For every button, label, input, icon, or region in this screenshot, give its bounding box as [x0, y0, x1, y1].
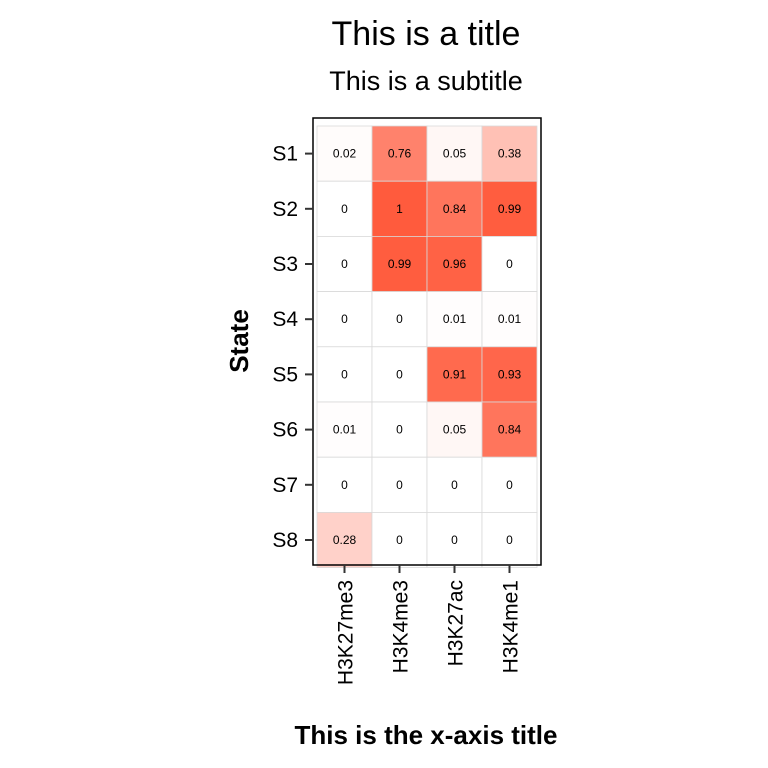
heatmap-cell	[481, 125, 538, 182]
heatmap-cell	[371, 180, 428, 237]
heatmap-cell	[426, 401, 483, 458]
heatmap-cell	[481, 456, 538, 513]
heatmap-cell	[481, 346, 538, 403]
cell-value-label: 0	[396, 312, 403, 326]
cell-value-label: 0	[341, 367, 348, 381]
cell-value-label: 0.01	[443, 312, 467, 326]
y-tick-label: S8	[272, 529, 298, 552]
x-tick-label: H3K4me1	[500, 580, 523, 673]
heatmap-cell-labels: 0.02 0.76 0.05 0.38 0 1 0.84 0.99 0 0.99 0.96 0 0 0 0.…	[333, 147, 522, 547]
cell-value-label: 0.96	[443, 257, 467, 271]
y-tick-label: S5	[272, 363, 298, 386]
cell-value-label: 0	[396, 423, 403, 437]
cell-value-label: 0.84	[498, 423, 522, 437]
y-axis-title: State	[224, 309, 254, 373]
cell-value-label: 0	[341, 478, 348, 492]
heatmap-cell	[316, 512, 373, 569]
heatmap-cell	[316, 125, 373, 182]
heatmap-cell	[316, 456, 373, 513]
cell-value-label: 0.93	[498, 367, 522, 381]
cell-value-label: 0.99	[498, 202, 522, 216]
heatmap-cell	[426, 346, 483, 403]
x-axis: H3K27me3 H3K4me3 H3K27ac H3K4me1	[335, 565, 523, 685]
y-tick-label: S4	[272, 308, 298, 331]
heatmap-cell	[426, 512, 483, 569]
cell-value-label: 0	[341, 202, 348, 216]
heatmap-cell	[426, 456, 483, 513]
cell-value-label: 0.99	[388, 257, 412, 271]
cell-value-label: 0.05	[443, 423, 467, 437]
x-tick-label: H3K27ac	[445, 580, 468, 666]
cell-value-label: 1	[396, 202, 403, 216]
y-tick-label: S6	[272, 419, 298, 442]
cell-value-label: 0	[396, 533, 403, 547]
cell-value-label: 0.05	[443, 147, 467, 161]
cell-value-label: 0.02	[333, 147, 357, 161]
heatmap-cells	[316, 125, 538, 569]
chart-subtitle: This is a subtitle	[329, 66, 523, 96]
y-tick-label: S2	[272, 198, 298, 221]
cell-value-label: 0	[341, 257, 348, 271]
cell-value-label: 0.01	[333, 423, 357, 437]
cell-value-label: 0	[341, 312, 348, 326]
cell-value-label: 0.01	[498, 312, 522, 326]
heatmap-cell	[371, 125, 428, 182]
cell-value-label: 0.84	[443, 202, 467, 216]
x-tick-label: H3K4me3	[390, 580, 413, 673]
heatmap-cell	[426, 125, 483, 182]
cell-value-label: 0	[396, 367, 403, 381]
heatmap-cell	[371, 346, 428, 403]
cell-value-label: 0.91	[443, 367, 467, 381]
cell-value-label: 0	[506, 478, 513, 492]
y-tick-label: S3	[272, 253, 298, 276]
cell-value-label: 0	[451, 533, 458, 547]
heatmap-cell	[481, 180, 538, 237]
heatmap-cell	[316, 346, 373, 403]
cell-value-label: 0	[451, 478, 458, 492]
cell-value-label: 0	[396, 478, 403, 492]
cell-value-label: 0.28	[333, 533, 357, 547]
x-tick-label: H3K27me3	[335, 580, 358, 685]
y-tick-label: S1	[272, 143, 298, 166]
heatmap-cell	[371, 291, 428, 348]
y-tick-label: S7	[272, 474, 298, 497]
heatmap-cell	[316, 401, 373, 458]
x-axis-title: This is the x-axis title	[295, 720, 558, 750]
heatmap-cell	[371, 235, 428, 292]
y-axis: S1 S2 S3 S4 S5 S6 S7 S8	[272, 143, 313, 552]
cell-value-label: 0.76	[388, 147, 412, 161]
heatmap-cell	[481, 235, 538, 292]
chart-title: This is a title	[332, 15, 521, 53]
cell-value-label: 0	[506, 257, 513, 271]
heatmap-cell	[371, 401, 428, 458]
heatmap-cell	[481, 291, 538, 348]
cell-value-label: 0	[506, 533, 513, 547]
plot-panel-border	[312, 117, 542, 566]
heatmap-cell	[481, 401, 538, 458]
cell-value-label: 0.38	[498, 147, 522, 161]
